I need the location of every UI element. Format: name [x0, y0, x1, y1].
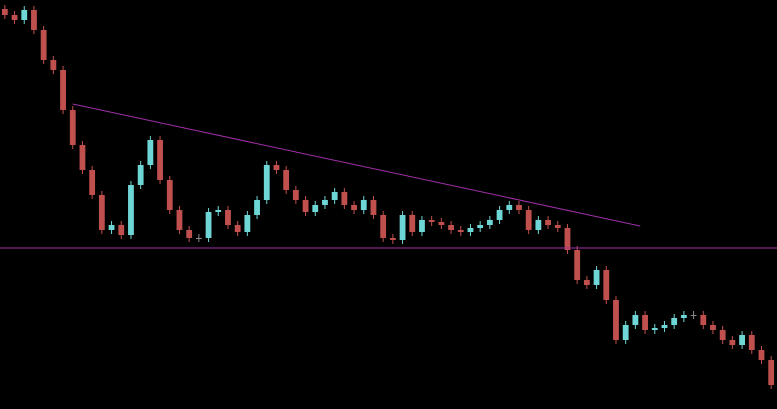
- candle-body: [79, 145, 86, 170]
- candle-body: [680, 315, 687, 318]
- candle-body: [729, 340, 736, 345]
- candle-body: [31, 10, 37, 30]
- candle-body: [506, 205, 513, 210]
- candle-body: [613, 300, 619, 340]
- candle-body: [283, 170, 290, 190]
- candle-body: [254, 200, 260, 215]
- candle-body: [525, 210, 532, 230]
- candle-body: [108, 225, 115, 230]
- candle-body: [147, 140, 154, 165]
- candle-body: [748, 335, 755, 350]
- candle-body: [651, 328, 658, 330]
- candle-body: [758, 350, 765, 360]
- candle-body: [263, 165, 270, 200]
- candle-body: [244, 215, 251, 232]
- candle-body: [642, 315, 648, 330]
- candle-body: [739, 335, 745, 345]
- candle-body: [166, 180, 173, 210]
- candle-body: [545, 220, 551, 225]
- candle-body: [273, 165, 280, 170]
- candle-body: [477, 225, 484, 228]
- candle-body: [583, 280, 590, 285]
- candle-body: [370, 200, 377, 215]
- candle-body: [380, 215, 387, 238]
- candle-body: [467, 228, 474, 232]
- candle-body: [360, 200, 367, 210]
- candle-body: [632, 315, 639, 325]
- candle-body: [118, 225, 125, 235]
- candle-body: [69, 110, 76, 145]
- candle-body: [1, 9, 8, 15]
- candle-body: [671, 318, 678, 325]
- candle-body: [137, 165, 144, 185]
- candle-body: [719, 330, 726, 340]
- candle-body: [98, 195, 105, 230]
- candle-body: [486, 220, 493, 225]
- candle-body: [205, 212, 212, 238]
- trend-line: [72, 103, 641, 227]
- candle-body: [593, 270, 600, 285]
- candle-body: [292, 190, 299, 200]
- candle-body: [428, 220, 435, 222]
- candle-body: [11, 15, 18, 20]
- candle-body: [341, 192, 348, 205]
- candle-body: [176, 210, 183, 230]
- candle-body: [603, 270, 610, 300]
- candle-body: [768, 360, 775, 385]
- candle-body: [564, 228, 571, 250]
- candle-body: [700, 315, 707, 325]
- candle-body: [389, 238, 396, 240]
- candle-body: [690, 315, 697, 316]
- candle-body: [89, 170, 96, 195]
- candle-body: [234, 225, 241, 232]
- candle-body: [448, 225, 454, 230]
- candle-body: [399, 215, 406, 240]
- candle-body: [195, 238, 202, 239]
- candle-body: [225, 210, 231, 225]
- candle-body: [128, 185, 134, 235]
- candle-body: [535, 220, 542, 230]
- candle-body: [322, 200, 328, 205]
- candle-body: [710, 325, 716, 330]
- candle-body: [419, 220, 425, 232]
- candle-body: [496, 210, 503, 220]
- candle-body: [438, 222, 445, 225]
- candle-body: [661, 325, 668, 328]
- candle-body: [622, 325, 629, 340]
- candle-body: [157, 140, 163, 180]
- candle-body: [186, 230, 193, 238]
- candle-body: [409, 215, 416, 232]
- candle-body: [351, 205, 357, 210]
- candle-body: [574, 250, 581, 280]
- candle-body: [60, 70, 66, 110]
- candle-body: [457, 230, 464, 232]
- candle-body: [331, 192, 338, 200]
- candle-body: [21, 10, 28, 20]
- candle-body: [516, 205, 522, 210]
- candle-body: [215, 210, 222, 212]
- candle-body: [50, 60, 57, 70]
- candle-body: [554, 225, 561, 228]
- candle-body: [40, 30, 47, 60]
- candle-body: [312, 205, 319, 212]
- candle-body: [302, 200, 309, 212]
